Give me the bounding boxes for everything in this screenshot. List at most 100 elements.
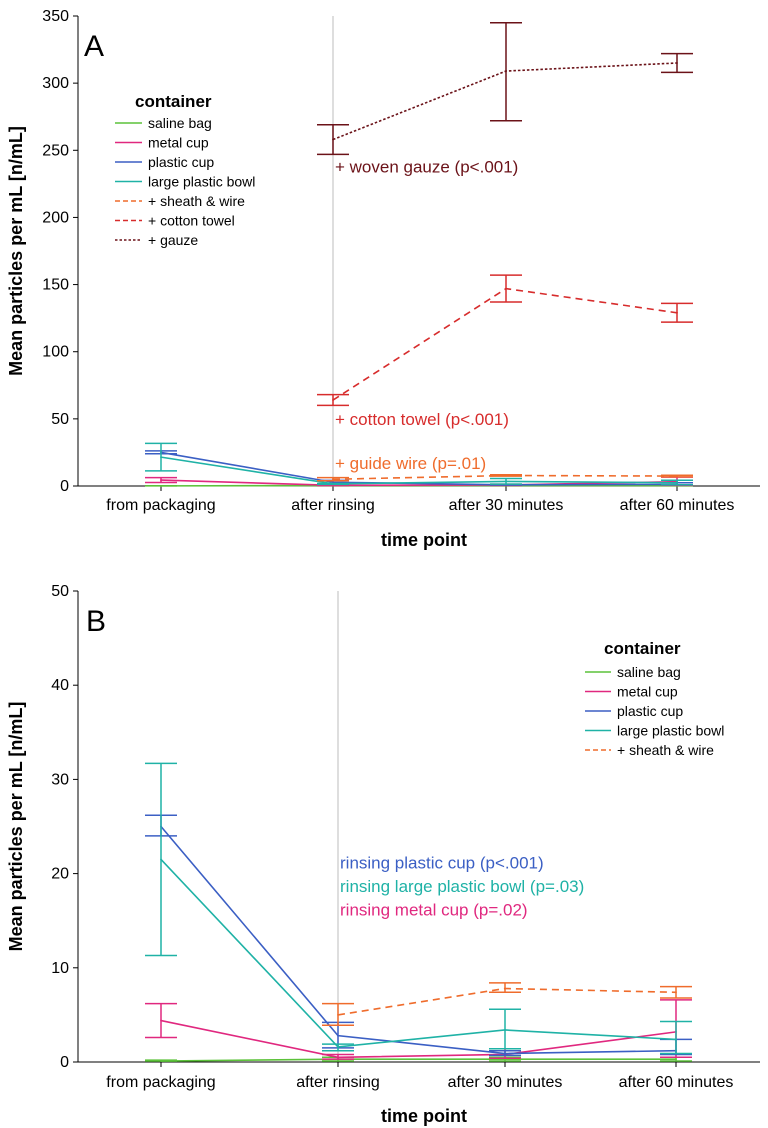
data-point <box>676 481 678 484</box>
data-point <box>675 1058 677 1061</box>
legend-label: + gauze <box>148 232 198 248</box>
data-point <box>675 1038 677 1041</box>
y-tick-label: 20 <box>51 866 69 883</box>
y-tick-label: 0 <box>60 478 69 495</box>
data-point <box>160 479 162 481</box>
legend-label: saline bag <box>148 115 212 131</box>
data-point <box>676 311 678 314</box>
x-axis-title: time point <box>381 1106 467 1126</box>
series-sheath-wire <box>322 982 692 1027</box>
data-point <box>337 1014 339 1016</box>
y-tick-label: 250 <box>42 142 69 159</box>
x-tick-label: after 30 minutes <box>449 497 564 514</box>
y-tick-label: 50 <box>51 583 69 600</box>
x-tick-label: after rinsing <box>296 1074 380 1091</box>
data-point <box>676 62 678 64</box>
panel-label: B <box>86 605 106 638</box>
series-line <box>160 1019 677 1059</box>
x-axis-title: time point <box>381 530 467 550</box>
series-line <box>332 62 678 141</box>
legend-label: metal cup <box>617 684 678 700</box>
x-tick-label: from packaging <box>106 497 215 514</box>
legend-label: plastic cup <box>617 703 683 719</box>
series-saline-bag <box>145 1056 692 1062</box>
series-gauze <box>317 21 693 156</box>
legend-label: saline bag <box>617 664 681 680</box>
data-point <box>337 1056 339 1059</box>
data-point <box>332 478 334 481</box>
data-point <box>337 1046 339 1048</box>
y-axis-title: Mean particles per mL [n/mL] <box>6 126 26 376</box>
series-line <box>160 858 677 1048</box>
series-cotton-towel <box>317 274 693 407</box>
x-tick-label: from packaging <box>106 1074 215 1091</box>
series-line <box>160 479 678 487</box>
x-tick-label: after 60 minutes <box>619 1074 734 1091</box>
legend: container saline bag metal cup plastic cup l… <box>585 639 724 758</box>
y-tick-label: 0 <box>60 1054 69 1071</box>
data-point <box>332 481 334 484</box>
y-tick-label: 30 <box>51 771 69 788</box>
y-tick-label: 200 <box>42 209 69 226</box>
series-line <box>160 456 678 485</box>
legend-label: plastic cup <box>148 154 214 170</box>
series-metal-cup <box>145 999 692 1060</box>
series-line <box>160 825 677 1055</box>
y-tick-label: 100 <box>42 344 69 361</box>
data-point <box>160 484 162 487</box>
legend-label: + sheath & wire <box>148 193 245 209</box>
legend-label: large plastic bowl <box>148 174 255 190</box>
data-point <box>505 480 507 483</box>
legend-label: + cotton towel <box>148 213 235 229</box>
legend-title: container <box>135 92 212 111</box>
data-point <box>160 456 162 459</box>
series-line <box>160 451 678 486</box>
data-point <box>332 399 334 401</box>
panel-label: A <box>84 30 104 63</box>
x-tick-label: after 60 minutes <box>620 497 735 514</box>
annotation: + guide wire (p=.01) <box>335 454 486 473</box>
y-axis-title: Mean particles per mL [n/mL] <box>6 702 26 952</box>
legend-label: metal cup <box>148 135 209 151</box>
y-tick-label: 300 <box>42 75 69 92</box>
legend-label: large plastic bowl <box>617 723 724 739</box>
data-point <box>505 70 507 72</box>
data-point <box>504 1052 506 1055</box>
series-sheath-wire <box>317 473 693 482</box>
chart-panel-b: 0 10 20 30 40 50 from packaging after rinsing af… <box>6 583 760 1126</box>
data-point <box>504 1029 506 1031</box>
data-point <box>505 474 507 477</box>
x-tick-label: after rinsing <box>291 497 375 514</box>
data-point <box>504 987 506 990</box>
annotation: rinsing metal cup (p=.02) <box>340 900 528 919</box>
data-point <box>160 858 162 861</box>
legend: container saline bag metal cup plastic cup l… <box>115 92 255 248</box>
annotation: + cotton towel (p<.001) <box>335 410 509 429</box>
x-tick-label: after 30 minutes <box>448 1074 563 1091</box>
legend-title: container <box>604 639 681 658</box>
data-point <box>160 1019 162 1022</box>
series-large-plastic-bowl <box>145 762 692 1055</box>
y-tick-label: 10 <box>51 960 69 977</box>
data-point <box>332 138 334 141</box>
y-tick-label: 40 <box>51 677 69 694</box>
series-plastic-cup <box>145 814 692 1057</box>
legend-label: + sheath & wire <box>617 742 714 758</box>
annotation: rinsing large plastic bowl (p=.03) <box>340 877 584 896</box>
annotation: rinsing plastic cup (p<.001) <box>340 853 544 872</box>
annotation: + woven gauze (p<.001) <box>335 157 518 176</box>
chart-panel-a: 0 50 100 150 200 250 300 350 from packaging after… <box>6 8 760 550</box>
series-line <box>332 287 678 401</box>
data-point <box>676 475 678 477</box>
y-tick-label: 50 <box>51 411 69 428</box>
y-tick-label: 150 <box>42 277 69 294</box>
y-tick-label: 350 <box>42 8 69 25</box>
data-point <box>332 482 334 485</box>
series-line <box>160 1058 676 1062</box>
data-point <box>337 1034 339 1037</box>
series-large-plastic-bowl <box>145 442 693 486</box>
data-point <box>505 287 507 290</box>
data-point <box>675 991 677 994</box>
data-point <box>160 1060 162 1062</box>
